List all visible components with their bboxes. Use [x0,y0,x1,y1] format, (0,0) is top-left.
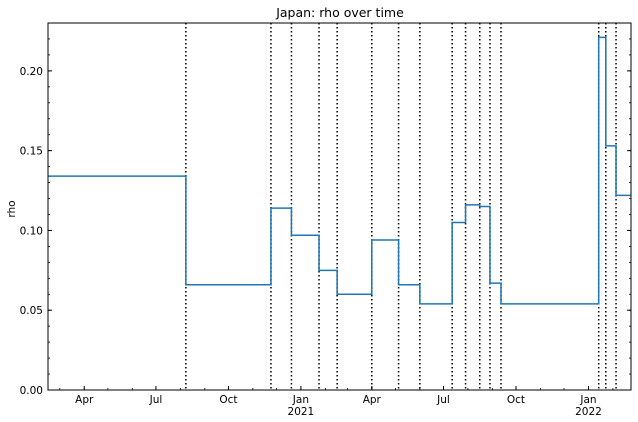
x-tick-label-8: Jan [579,394,596,406]
x-tick-year-label-4: 2021 [288,406,315,418]
x-tick-label-7: Oct [507,394,525,406]
y-axis-label: rho [6,200,18,217]
y-tick-label-5: 0.20 [20,66,43,78]
x-tick-label-4: Jan [292,394,309,406]
x-tick-label-2: Jul [149,394,163,406]
series-lines [48,36,631,305]
x-tick-year-label-8: 2022 [575,406,602,418]
x-tick-label-1: Apr [75,394,94,406]
y-tick-label-2: 0.05 [20,305,43,317]
x-tick-label-6: Jul [436,394,450,406]
x-tick-label-3: Oct [219,394,237,406]
y-tick-label-3: 0.10 [20,225,43,237]
x-tick-label-5: Apr [363,394,382,406]
changepoint-lines [185,23,617,390]
plot-frame [47,22,632,391]
y-tick-label-1: 0.00 [20,385,43,397]
chart-title: Japan: rho over time [275,5,404,20]
y-tick-label-4: 0.15 [20,146,43,158]
rho-series-line-1 [48,36,631,305]
